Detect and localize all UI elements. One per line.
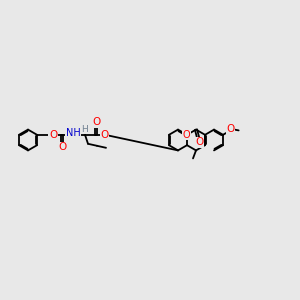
Text: O: O: [195, 137, 203, 147]
Text: O: O: [182, 130, 190, 140]
Text: O: O: [100, 130, 109, 140]
Text: H: H: [81, 125, 87, 134]
Text: O: O: [92, 117, 100, 127]
Text: O: O: [49, 130, 57, 140]
Text: NH: NH: [66, 128, 80, 138]
Text: O: O: [58, 142, 66, 152]
Text: O: O: [226, 124, 235, 134]
